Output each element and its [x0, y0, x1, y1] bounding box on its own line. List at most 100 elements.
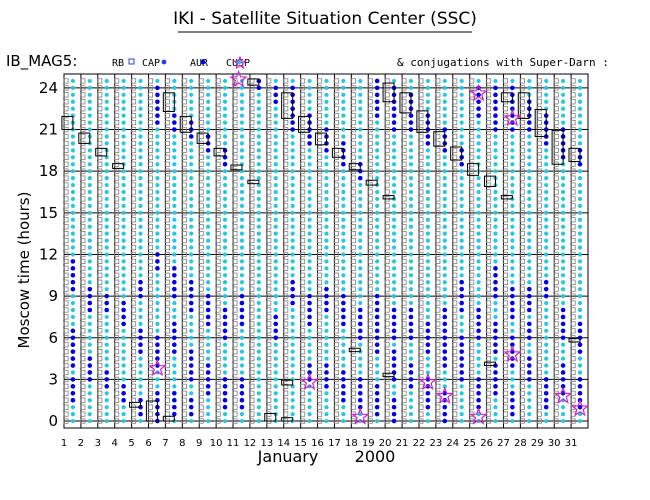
rb-marker	[181, 328, 187, 334]
rb-marker	[249, 85, 255, 91]
cusp-marker	[375, 273, 380, 278]
superdarn-star	[503, 108, 522, 127]
cusp-marker	[172, 300, 177, 306]
cusp-marker	[273, 266, 278, 271]
y-tick-label: 24	[39, 79, 58, 97]
cusp-marker	[189, 391, 194, 396]
cusp-marker	[375, 120, 380, 125]
cusp-marker	[577, 273, 583, 278]
rb-marker	[401, 293, 407, 299]
cusp-marker	[290, 398, 295, 403]
aur-marker	[476, 397, 481, 403]
cusp-marker	[239, 99, 245, 104]
rb-marker	[452, 314, 458, 320]
rb-marker	[299, 106, 306, 112]
rb-marker	[485, 99, 492, 105]
cusp-marker	[341, 266, 346, 271]
rb-marker	[181, 133, 187, 140]
cusp-marker	[408, 398, 414, 403]
rb-marker	[570, 113, 576, 119]
cusp-marker	[408, 176, 414, 181]
rb-marker	[249, 314, 255, 320]
rb-marker	[181, 203, 187, 209]
cusp-marker	[172, 176, 177, 181]
aur-marker	[341, 300, 346, 306]
cusp-marker	[358, 120, 363, 125]
cusp-marker	[273, 182, 278, 188]
rb-marker	[553, 251, 559, 258]
rb-marker	[367, 237, 373, 244]
rb-marker	[316, 196, 323, 202]
rb-marker	[418, 196, 424, 202]
aur-marker	[222, 161, 228, 167]
rb-marker	[570, 286, 576, 292]
cusp-marker	[425, 210, 430, 215]
aur-marker	[188, 349, 194, 354]
rb-marker	[80, 362, 86, 369]
rb-marker	[215, 175, 221, 181]
aur-marker	[391, 307, 397, 313]
cusp-marker	[324, 412, 329, 417]
rb-marker	[80, 196, 86, 202]
cusp-marker	[476, 252, 481, 257]
aur-marker	[459, 342, 464, 348]
rb-marker	[435, 335, 441, 341]
aur-marker	[155, 356, 160, 361]
rb-marker	[418, 328, 424, 334]
rb-marker	[283, 140, 289, 147]
rb-marker	[316, 119, 323, 126]
cusp-marker	[527, 85, 532, 90]
aur-marker	[391, 127, 397, 132]
cusp-marker	[121, 113, 126, 118]
rb-marker	[299, 265, 306, 271]
day-track-16	[298, 78, 312, 424]
rb-marker	[519, 355, 525, 362]
rb-marker	[299, 383, 306, 389]
rb-marker	[418, 293, 424, 299]
cusp-marker	[459, 176, 464, 181]
cusp-marker	[324, 169, 329, 174]
rb-marker	[164, 279, 170, 285]
cusp-marker	[577, 189, 583, 195]
cusp-marker	[527, 217, 532, 222]
cusp-marker	[358, 189, 363, 195]
cap-box	[95, 147, 108, 157]
cusp-marker	[273, 217, 278, 222]
rb-marker	[435, 210, 441, 216]
rb-marker	[299, 335, 306, 341]
rb-marker	[232, 106, 238, 112]
rb-marker	[130, 168, 137, 174]
cusp-marker	[459, 141, 464, 146]
cusp-marker	[544, 252, 549, 257]
cusp-marker	[121, 148, 126, 153]
rb-marker	[485, 196, 492, 202]
aur-marker	[155, 349, 160, 354]
rb-marker	[384, 362, 390, 369]
rb-marker	[401, 369, 407, 376]
cusp-marker	[222, 120, 228, 125]
rb-marker	[418, 175, 424, 181]
cusp-marker	[206, 342, 211, 347]
rb-marker	[570, 376, 576, 383]
aur-marker	[543, 384, 549, 389]
cusp-marker	[307, 169, 312, 174]
rb-marker	[147, 126, 154, 133]
cusp-marker	[239, 328, 245, 333]
x-tick-label: 2	[78, 438, 84, 449]
rb-marker	[249, 224, 255, 230]
cusp-marker	[375, 162, 380, 167]
rb-marker	[232, 265, 238, 271]
rb-marker	[130, 140, 137, 147]
cusp-marker	[476, 224, 481, 229]
cap-box	[467, 163, 480, 176]
rb-marker	[553, 203, 559, 209]
rb-marker	[519, 397, 525, 403]
rb-marker	[97, 349, 103, 355]
day-track-19	[348, 78, 363, 424]
rb-marker	[519, 265, 525, 271]
rb-marker	[232, 286, 238, 292]
cusp-marker	[408, 141, 414, 146]
rb-marker	[97, 133, 103, 140]
rb-marker	[468, 168, 475, 174]
cusp-marker	[307, 266, 312, 271]
